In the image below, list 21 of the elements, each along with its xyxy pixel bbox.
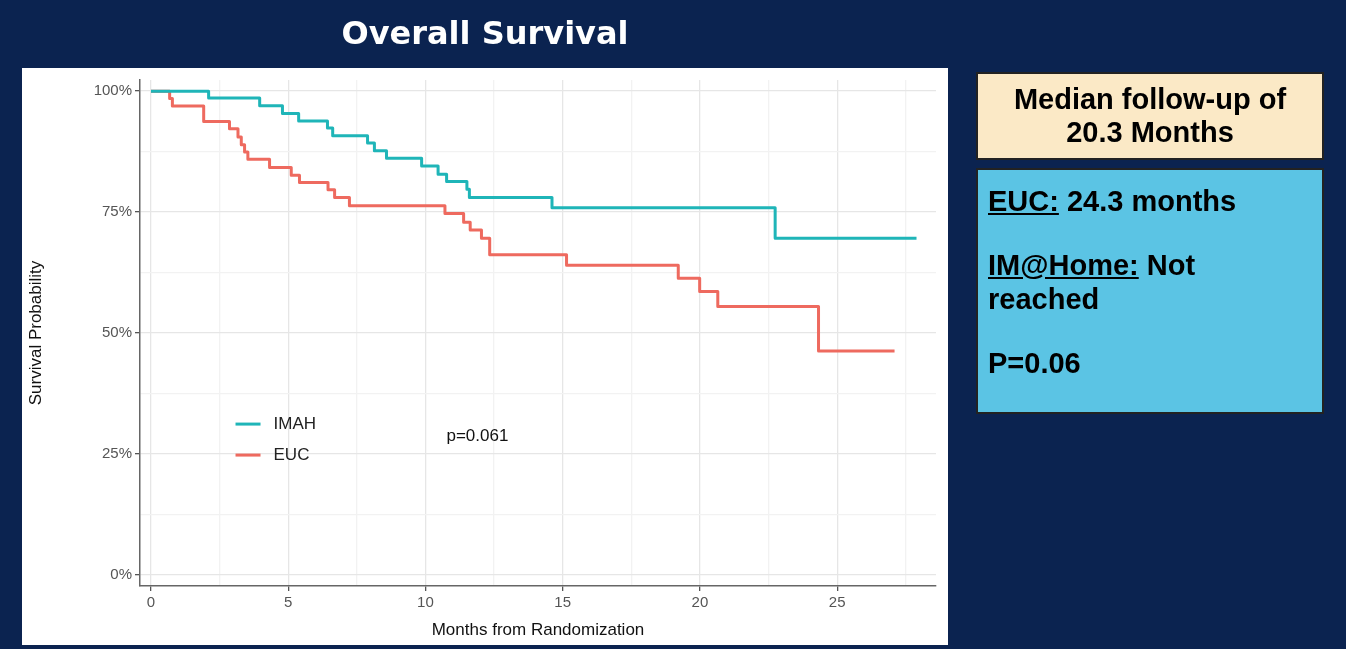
x-tick-label: 25 bbox=[828, 593, 846, 611]
y-tick-label: 25% bbox=[101, 444, 132, 462]
text: EUC: 24.3 months bbox=[988, 184, 1238, 218]
x-tick-label: 20 bbox=[691, 593, 709, 611]
y-tick-label: 75% bbox=[101, 202, 132, 220]
chart-title: Overall Survival bbox=[340, 14, 630, 52]
x-tick-label: 15 bbox=[554, 593, 572, 611]
x-tick-label: 10 bbox=[417, 593, 434, 611]
x-axis-title: Months from Randomization bbox=[431, 620, 645, 640]
annotation: p=0.061 bbox=[446, 426, 509, 446]
text: IM@Home: Not reached bbox=[988, 249, 1196, 315]
x-tick-label: 0 bbox=[146, 593, 156, 611]
text: P=0.06 bbox=[988, 346, 1082, 380]
x-tick-label: 5 bbox=[284, 593, 293, 611]
y-tick-label: 100% bbox=[93, 81, 132, 99]
y-axis-title: Survival Probability bbox=[25, 260, 45, 406]
legend-label: IMAH bbox=[273, 413, 317, 433]
y-tick-label: 0% bbox=[110, 565, 132, 583]
y-tick-label: 50% bbox=[101, 323, 132, 341]
text: Median follow-up of 20.3 Months bbox=[976, 72, 1324, 160]
legend-label: EUC bbox=[273, 444, 310, 464]
